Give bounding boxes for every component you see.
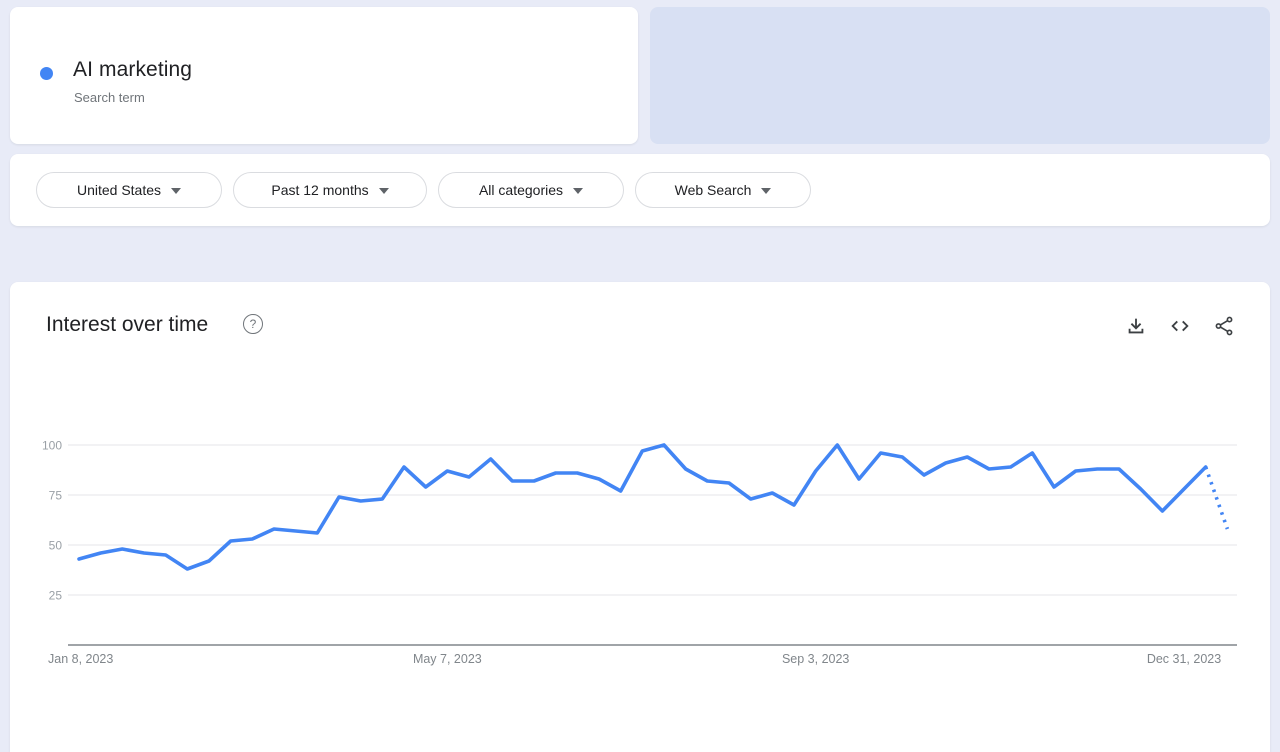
y-axis-tick-label: 100	[42, 439, 62, 453]
x-axis-tick-label: Dec 31, 2023	[1147, 652, 1221, 666]
share-icon[interactable]	[1213, 315, 1235, 337]
chevron-down-icon	[171, 187, 182, 194]
y-axis-tick-label: 50	[49, 539, 63, 553]
chevron-down-icon	[761, 187, 772, 194]
download-icon[interactable]	[1125, 315, 1147, 337]
add-comparison-button[interactable]: + Compare	[650, 7, 1270, 144]
filter-category-label: All categories	[478, 182, 564, 198]
search-term-card[interactable]: AI marketing Search term	[10, 7, 638, 144]
filter-pills: United States Past 12 months All categor…	[36, 172, 811, 208]
help-icon[interactable]: ?	[243, 314, 263, 334]
help-glyph: ?	[249, 317, 257, 331]
search-term-type: Search term	[74, 90, 145, 105]
filter-time-label: Past 12 months	[271, 182, 369, 198]
y-axis-tick-label: 75	[49, 489, 63, 503]
filter-category-dropdown[interactable]: All categories	[438, 172, 624, 208]
chart-title: Interest over time	[46, 313, 209, 336]
x-axis-tick-label: May 7, 2023	[413, 652, 482, 666]
filter-bar: United States Past 12 months All categor…	[10, 154, 1270, 226]
interest-chart[interactable]: 100 75 50 25 Jan 8, 2023 May 7, 2023 Sep 3, 20…	[10, 282, 1270, 752]
chevron-down-icon	[378, 187, 389, 194]
filter-geo-label: United States	[76, 182, 162, 198]
x-axis-tick-label: Jan 8, 2023	[48, 652, 113, 666]
filter-search-type-dropdown[interactable]: Web Search	[635, 172, 811, 208]
chart-actions	[1125, 315, 1235, 337]
filter-time-dropdown[interactable]: Past 12 months	[233, 172, 427, 208]
trend-line-partial-dotted	[1204, 466, 1230, 530]
embed-icon[interactable]	[1168, 315, 1192, 337]
filter-geo-dropdown[interactable]: United States	[36, 172, 222, 208]
trend-line-solid	[77, 443, 1208, 571]
x-axis-tick-label: Sep 3, 2023	[782, 652, 849, 666]
series-color-dot-icon	[40, 67, 53, 80]
filter-search-type-label: Web Search	[674, 182, 752, 198]
interest-over-time-panel: 100 75 50 25 Jan 8, 2023 May 7, 2023 Sep 3, 20…	[10, 282, 1270, 752]
chevron-down-icon	[573, 187, 584, 194]
search-term-title: AI marketing	[73, 58, 193, 81]
y-axis-tick-label: 25	[49, 589, 63, 603]
